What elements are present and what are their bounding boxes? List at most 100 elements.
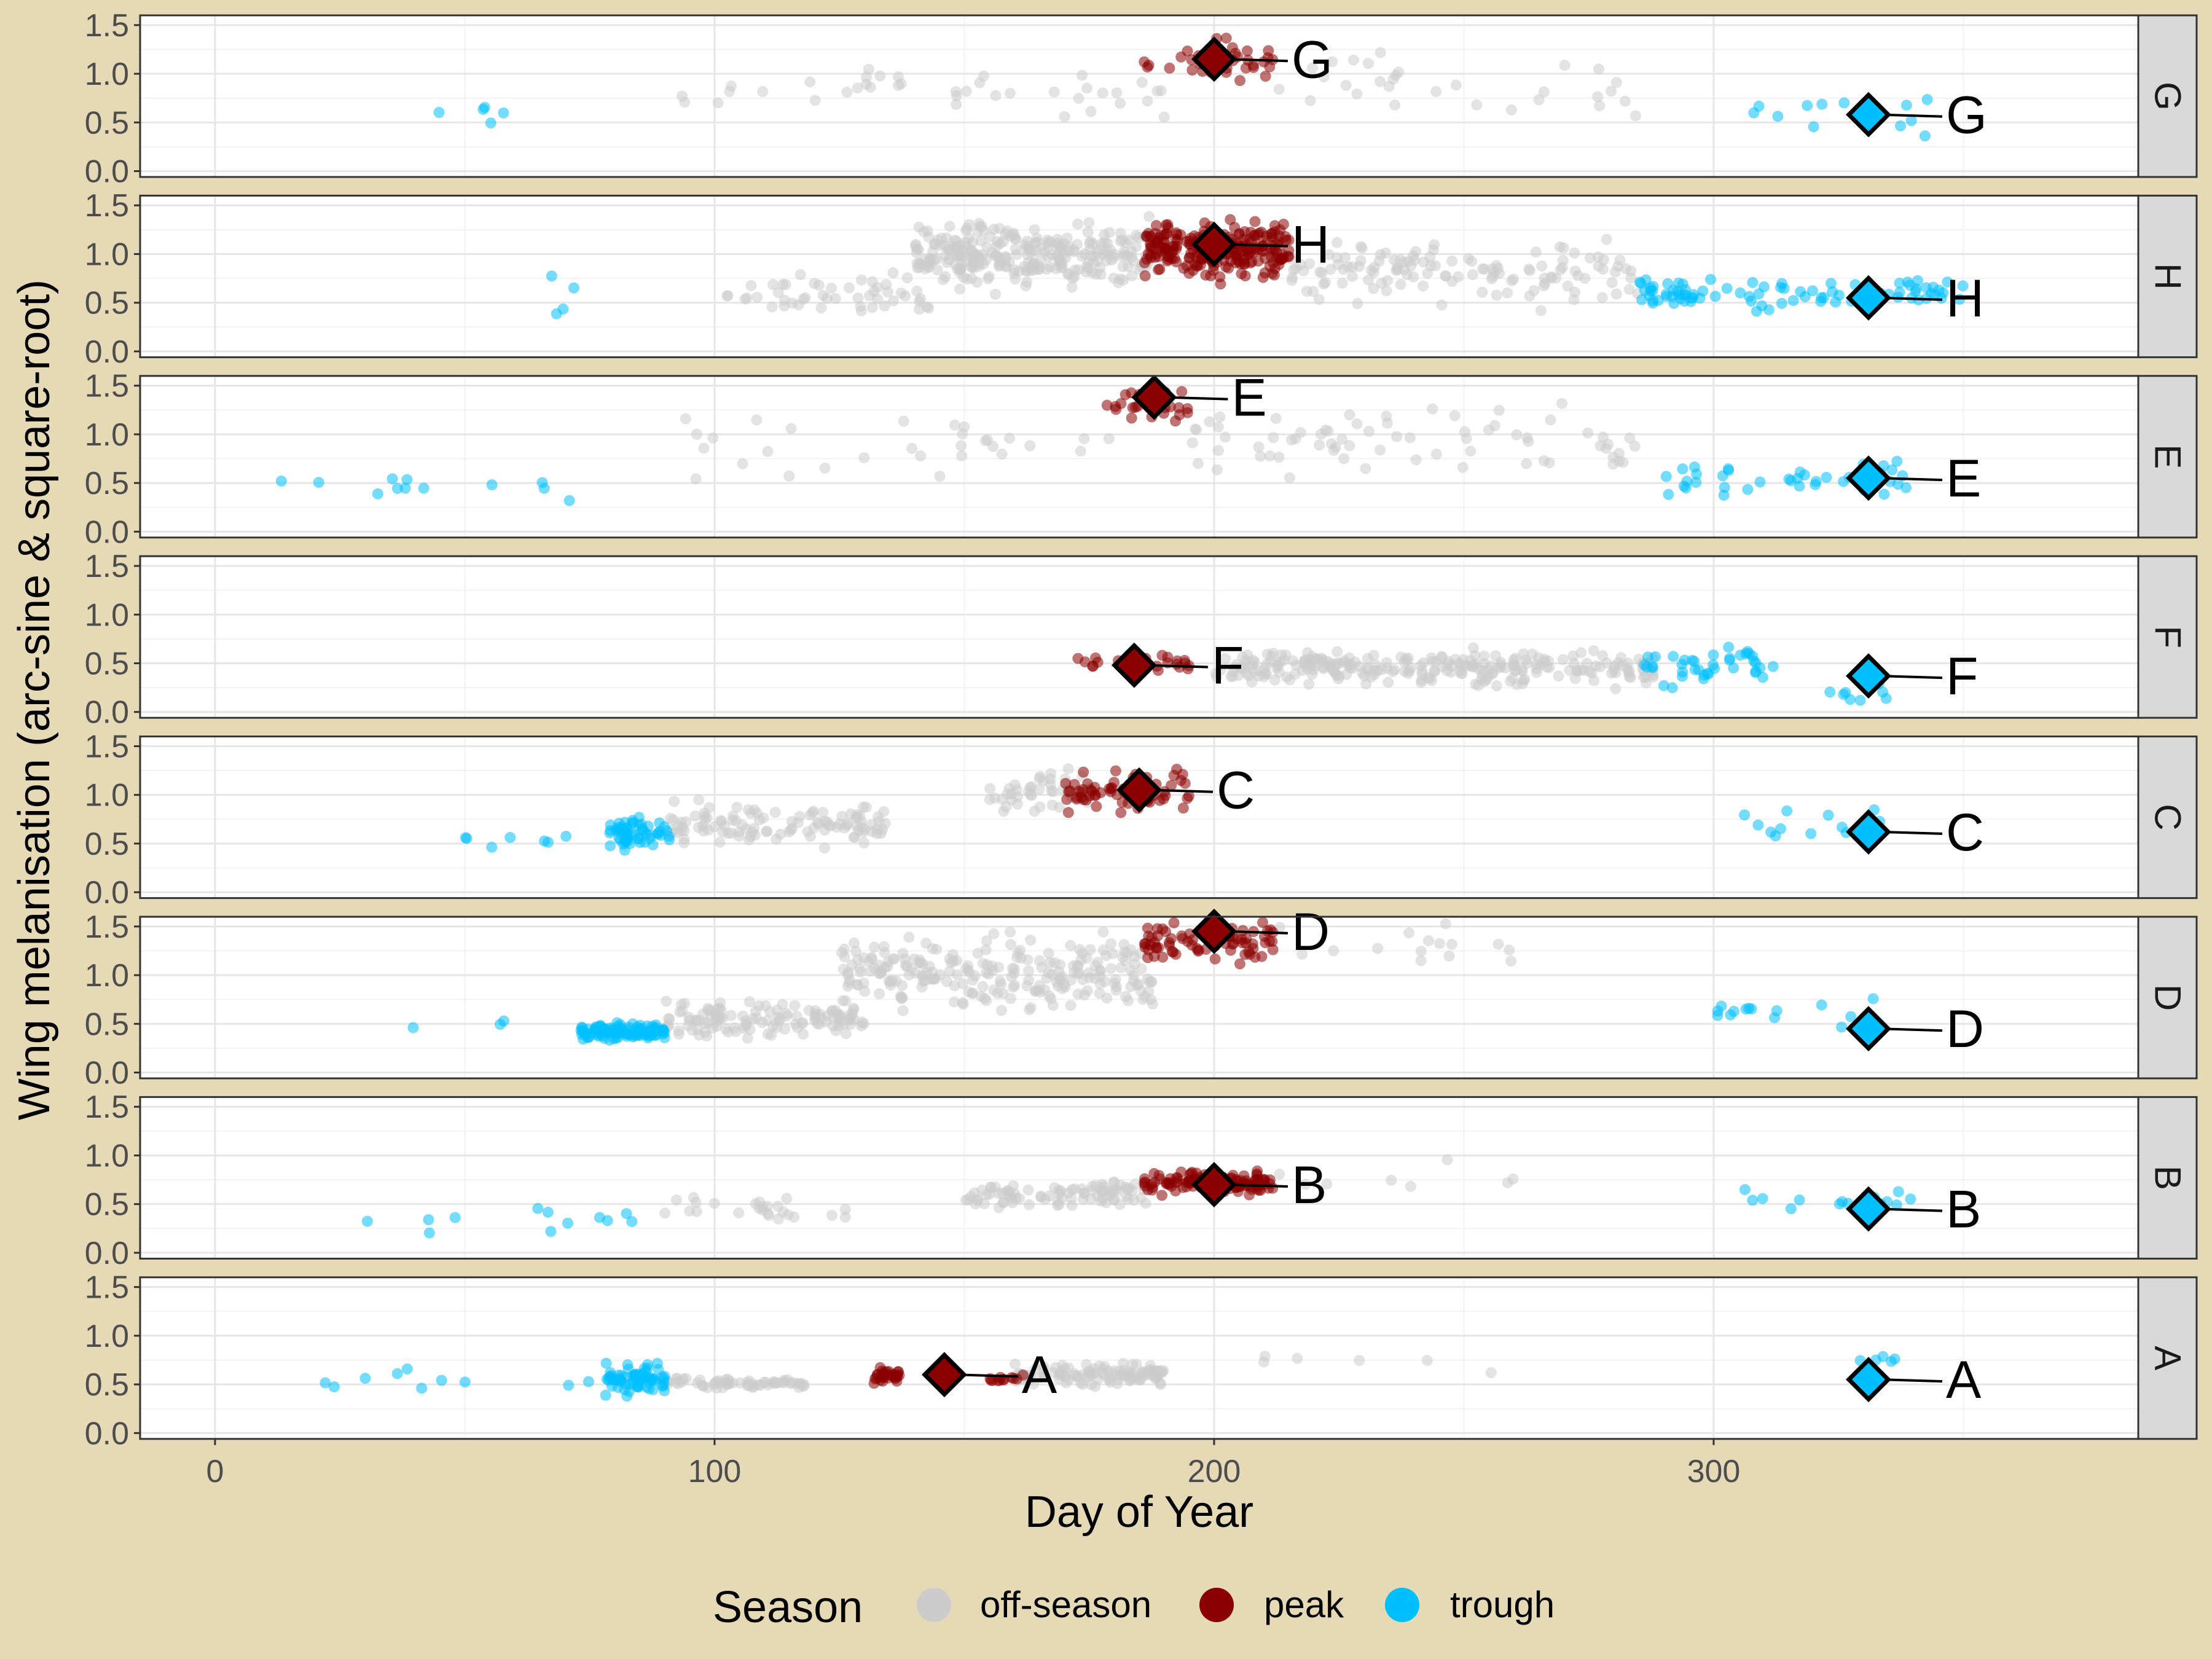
point-off-season xyxy=(1081,82,1092,94)
point-trough xyxy=(1723,641,1735,653)
point-trough xyxy=(1808,121,1819,133)
point-off-season xyxy=(1316,653,1327,664)
point-off-season xyxy=(1370,665,1381,676)
point-trough xyxy=(1743,1002,1755,1014)
point-trough xyxy=(1824,686,1836,698)
point-off-season xyxy=(1103,433,1115,444)
panel-background xyxy=(140,1097,2138,1259)
point-off-season xyxy=(1034,801,1046,813)
point-off-season xyxy=(852,292,864,304)
y-tick-label: 0.5 xyxy=(85,646,129,681)
point-off-season xyxy=(1398,665,1410,677)
point-off-season xyxy=(678,837,690,849)
facet-strip xyxy=(2137,194,2198,358)
point-off-season xyxy=(1579,273,1591,284)
point-off-season xyxy=(1381,410,1392,422)
point-trough xyxy=(485,117,496,129)
point-off-season xyxy=(812,817,823,828)
point-off-season xyxy=(1273,84,1285,95)
point-off-season xyxy=(704,802,715,814)
trough-label: H xyxy=(1946,269,1984,328)
point-off-season xyxy=(1041,972,1053,984)
trough-label-line xyxy=(1880,113,1943,118)
point-off-season xyxy=(1021,980,1033,992)
point-off-season xyxy=(702,1017,714,1029)
point-off-season xyxy=(1033,773,1045,784)
point-off-season xyxy=(1368,267,1379,278)
point-trough xyxy=(320,1377,331,1389)
y-tick-label: 1.0 xyxy=(85,1319,129,1354)
point-peak xyxy=(1078,766,1089,778)
y-tick-label: 0.5 xyxy=(85,1187,129,1223)
point-peak xyxy=(1257,917,1268,928)
facet-panels: G G 0.0 0.5 1.0 1.5 G H H 0.0 0.5 1.0 1.5 H E E 0.0 0.5 1.… xyxy=(85,8,2198,1451)
point-off-season xyxy=(1456,668,1468,680)
point-off-season xyxy=(1569,265,1581,277)
point-off-season xyxy=(1405,432,1416,444)
point-off-season xyxy=(1333,259,1344,270)
point-off-season xyxy=(1301,286,1312,297)
point-off-season xyxy=(1610,288,1622,300)
point-trough xyxy=(652,828,664,840)
point-trough xyxy=(1721,283,1733,294)
point-off-season xyxy=(1562,280,1574,292)
point-trough xyxy=(372,488,383,500)
point-trough xyxy=(656,1371,668,1382)
point-off-season xyxy=(781,1010,793,1022)
point-off-season xyxy=(678,825,690,836)
point-off-season xyxy=(714,836,726,848)
trough-label: B xyxy=(1946,1180,1981,1239)
point-peak xyxy=(1078,794,1089,806)
point-peak xyxy=(1193,944,1204,956)
point-off-season xyxy=(1502,287,1513,299)
point-off-season xyxy=(673,1025,684,1037)
point-off-season xyxy=(1457,461,1469,473)
point-off-season xyxy=(1427,403,1438,415)
point-off-season xyxy=(1316,267,1328,279)
point-off-season xyxy=(1110,984,1122,996)
point-off-season xyxy=(938,274,949,285)
point-peak xyxy=(1230,249,1242,261)
point-off-season xyxy=(1094,987,1105,999)
point-off-season xyxy=(1123,995,1134,1006)
point-peak xyxy=(1187,265,1199,276)
point-trough xyxy=(1880,692,1892,704)
point-off-season xyxy=(777,998,788,1010)
point-off-season xyxy=(984,783,996,794)
point-off-season xyxy=(1610,683,1622,694)
point-trough xyxy=(1724,653,1736,664)
point-off-season xyxy=(1382,677,1394,688)
point-off-season xyxy=(1075,445,1086,457)
point-off-season xyxy=(830,293,841,304)
point-off-season xyxy=(960,85,972,97)
point-trough xyxy=(1905,115,1917,127)
point-off-season xyxy=(1556,398,1567,409)
point-trough xyxy=(1830,296,1841,308)
point-off-season xyxy=(1491,680,1502,692)
point-trough xyxy=(1645,282,1656,294)
point-off-season xyxy=(1295,427,1306,438)
point-off-season xyxy=(744,996,755,1008)
point-off-season xyxy=(1389,99,1400,111)
point-off-season xyxy=(839,943,850,955)
point-peak xyxy=(1150,220,1162,231)
peak-marker xyxy=(1191,36,1237,82)
point-off-season xyxy=(1000,801,1012,813)
point-off-season xyxy=(895,288,907,299)
point-off-season xyxy=(737,1010,748,1022)
point-peak xyxy=(1209,953,1221,965)
point-off-season xyxy=(698,442,710,454)
point-off-season xyxy=(1347,54,1359,66)
point-off-season xyxy=(670,1376,682,1388)
facet-strip xyxy=(2137,916,2198,1080)
point-trough xyxy=(1722,463,1734,474)
y-tick-label: 0.0 xyxy=(85,154,129,189)
point-trough xyxy=(1778,283,1790,294)
point-off-season xyxy=(1446,938,1457,950)
point-off-season xyxy=(843,282,855,294)
trough-label-line xyxy=(1880,1378,1943,1383)
point-off-season xyxy=(872,293,883,305)
point-off-season xyxy=(1089,960,1101,972)
point-trough xyxy=(536,477,548,488)
point-off-season xyxy=(994,256,1006,268)
